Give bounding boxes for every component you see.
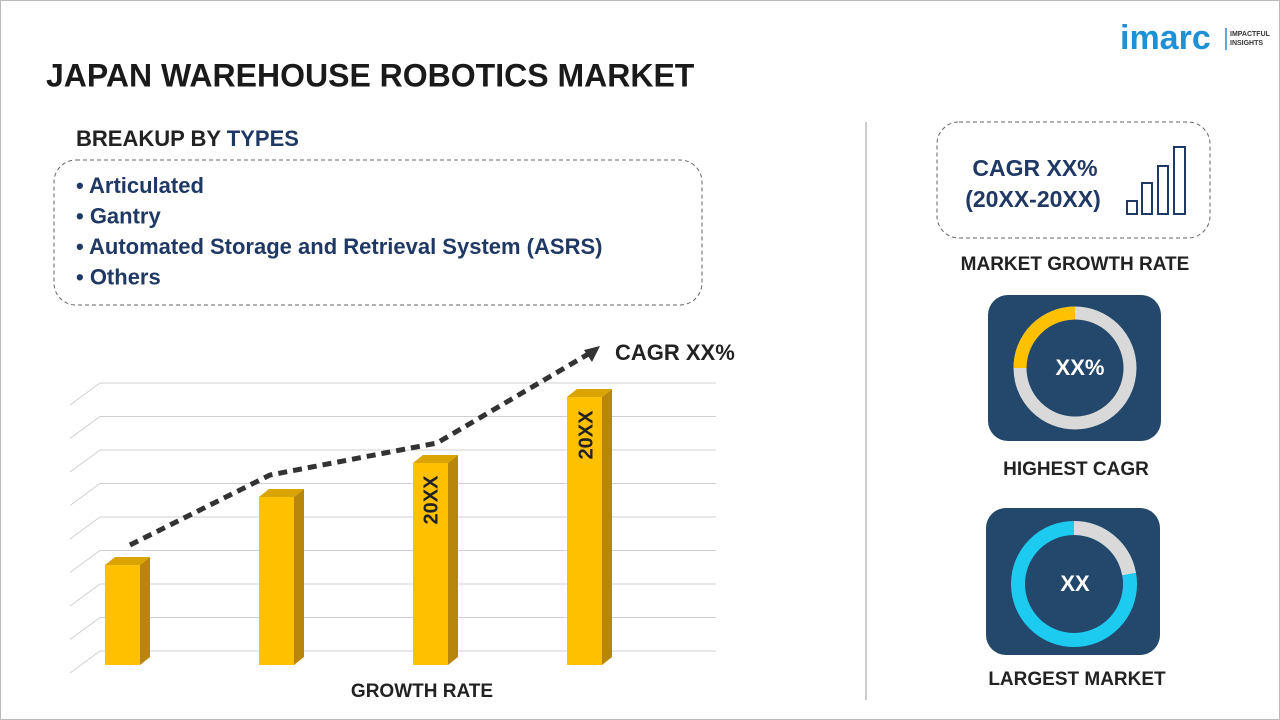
page-title: JAPAN WAREHOUSE ROBOTICS MARKET (46, 57, 695, 93)
list-item: • Gantry (76, 203, 161, 228)
bars (105, 389, 612, 665)
bar-front (413, 463, 448, 665)
heading-highlight: TYPES (227, 126, 299, 151)
arrow-head (584, 346, 600, 362)
bar-front (259, 497, 294, 665)
largest-value: XX (1060, 571, 1090, 596)
bar-label: 20XX (420, 475, 442, 525)
bar-front (567, 397, 602, 665)
cagr-caption: MARKET GROWTH RATE (961, 254, 1190, 275)
floor-edge (69, 583, 101, 607)
cagr-title: CAGR XX% (972, 155, 1097, 181)
bar-front (105, 565, 140, 665)
chart-grid (69, 382, 716, 674)
bar-top (413, 455, 458, 463)
chart-caption: GROWTH RATE (351, 681, 493, 702)
bar-top (567, 389, 612, 397)
donut-segment (1013, 306, 1076, 369)
donut-segment (1073, 521, 1136, 576)
bar-side (294, 489, 304, 665)
floor-edge (69, 516, 101, 540)
breakup-list: • Articulated • Gantry • Automated Storage… (76, 173, 602, 290)
logo: imarc (1120, 19, 1211, 57)
logo-tagline: INSIGHTS (1230, 40, 1263, 47)
floor-edge (69, 617, 101, 640)
heading-prefix: BREAKUP BY (76, 126, 221, 151)
logo-tagline: IMPACTFUL (1230, 31, 1271, 38)
highest-caption: HIGHEST CAGR (1003, 459, 1149, 480)
floor-edge (69, 483, 101, 506)
floor-edge (69, 416, 101, 439)
bar-side (602, 389, 612, 665)
bar-side (448, 455, 458, 665)
bar-label: 20XX (575, 410, 597, 460)
highest-value: XX% (1056, 355, 1105, 380)
growth-icon (1126, 146, 1186, 215)
breakup-box (53, 159, 703, 306)
largest-caption: LARGEST MARKET (988, 669, 1166, 690)
cagr-period: (20XX-20XX) (965, 186, 1101, 212)
trend-arrow (128, 350, 592, 548)
list-item: • Others (76, 264, 161, 289)
list-item: • Automated Storage and Retrieval System… (76, 234, 602, 259)
floor-edge (69, 382, 101, 406)
list-item: • Articulated (76, 173, 204, 198)
floor-edge (69, 550, 101, 573)
bar-top (259, 489, 304, 497)
floor-edge (69, 650, 101, 674)
breakup-heading: BREAKUP BY TYPES (76, 126, 299, 151)
cagr-label: CAGR XX% (615, 340, 735, 365)
bar-side (140, 557, 150, 665)
floor-edge (69, 449, 101, 473)
bar-top (105, 557, 150, 565)
cagr-box (936, 121, 1211, 239)
